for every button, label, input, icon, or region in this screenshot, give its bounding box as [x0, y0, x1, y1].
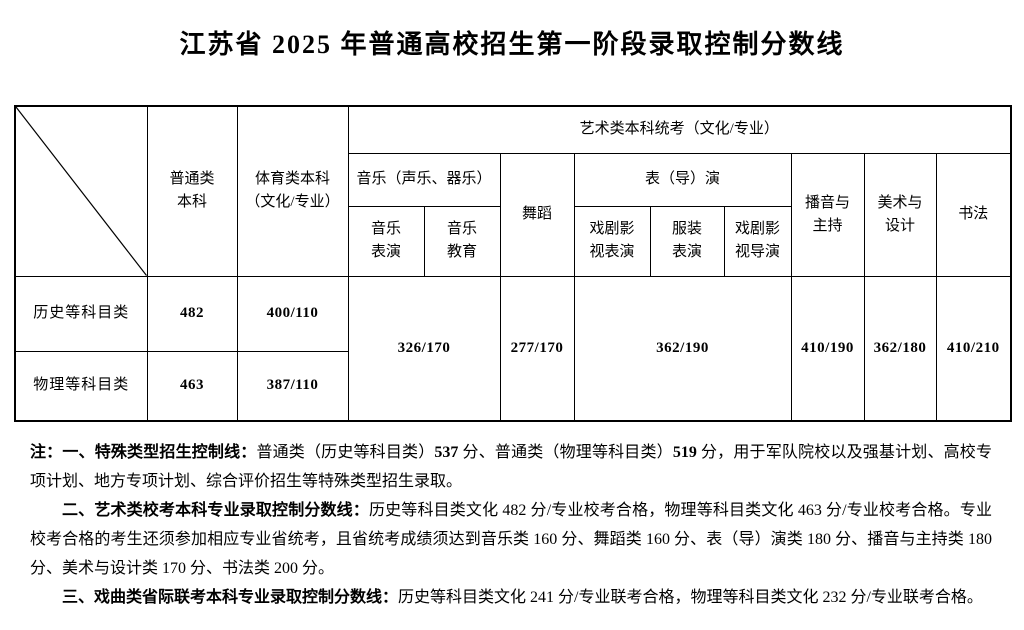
note-3: 三、戏曲类省际联考本科专业录取控制分数线：历史等科目类文化 241 分/专业联考… — [30, 583, 992, 612]
header-dance: 舞蹈 — [499, 152, 575, 277]
header-sports: 体育类本科 （文化/专业） — [236, 105, 349, 277]
note-segment: 537 — [434, 444, 459, 461]
header-broadcasting: 播音与 主持 — [790, 152, 865, 277]
note-segment: 历史等科目类文化 482 分/专业校考合格，物理等科目类文化 463 分/专业校… — [30, 502, 992, 577]
cell-calligraphy-score: 410/210 — [935, 275, 1012, 422]
cell-dance-score: 277/170 — [499, 275, 575, 422]
header-music-group: 音乐（声乐、器乐） — [347, 152, 501, 207]
header-acting-group: 表（导）演 — [573, 152, 792, 207]
header-drama-performance: 戏剧影 视表演 — [573, 205, 651, 277]
note-2: 二、艺术类校考本科专业录取控制分数线：历史等科目类文化 482 分/专业校考合格… — [30, 496, 992, 583]
note-segment: 分、普通类（物理等科目类） — [458, 444, 673, 461]
page-title: 江苏省 2025 年普通高校招生第一阶段录取控制分数线 — [179, 30, 845, 59]
note-segment: 分，用于军队院校以及强基计划、高校专项计划、地方专项计划、综合评价招生等特殊类型… — [30, 444, 992, 490]
cell-physics-sports: 387/110 — [236, 350, 349, 422]
row-history-label: 历史等科目类 — [14, 275, 148, 352]
header-costume-performance: 服装 表演 — [649, 205, 725, 277]
header-music-performance: 音乐 表演 — [347, 205, 425, 277]
note-1: 注：一、特殊类型招生控制线：普通类（历史等科目类）537 分、普通类（物理等科目… — [30, 438, 992, 496]
note-segment: 519 — [672, 444, 697, 461]
note-segment: 注：一、特殊类型招生控制线： — [30, 444, 257, 461]
diagonal-line — [16, 107, 147, 276]
note-segment: 历史等科目类文化 241 分/专业联考合格，物理等科目类文化 232 分/专业联… — [398, 589, 983, 606]
header-music-education: 音乐 教育 — [423, 205, 501, 277]
cell-acting-score: 362/190 — [573, 275, 792, 422]
notes-section: 注：一、特殊类型招生控制线：普通类（历史等科目类）537 分、普通类（物理等科目… — [30, 438, 992, 612]
corner-cell — [14, 105, 148, 277]
header-art-exam-group: 艺术类本科统考（文化/专业） — [347, 105, 1012, 154]
cell-history-general: 482 — [146, 275, 238, 352]
cell-history-sports: 400/110 — [236, 275, 349, 352]
note-segment: 普通类（历史等科目类） — [256, 444, 435, 461]
cell-music-score: 326/170 — [347, 275, 501, 422]
header-art-design: 美术与 设计 — [863, 152, 937, 277]
note-segment: 三、戏曲类省际联考本科专业录取控制分数线： — [62, 589, 399, 606]
header-calligraphy: 书法 — [935, 152, 1012, 277]
cell-broadcasting-score: 410/190 — [790, 275, 865, 422]
header-general: 普通类 本科 — [146, 105, 238, 277]
row-physics-label: 物理等科目类 — [14, 350, 148, 422]
note-segment: 二、艺术类校考本科专业录取控制分数线： — [62, 502, 369, 519]
cell-art-design-score: 362/180 — [863, 275, 937, 422]
header-drama-directing: 戏剧影 视导演 — [723, 205, 792, 277]
score-table: 普通类 本科 体育类本科 （文化/专业） 艺术类本科统考（文化/专业） 音乐（声… — [14, 105, 1012, 422]
cell-physics-general: 463 — [146, 350, 238, 422]
